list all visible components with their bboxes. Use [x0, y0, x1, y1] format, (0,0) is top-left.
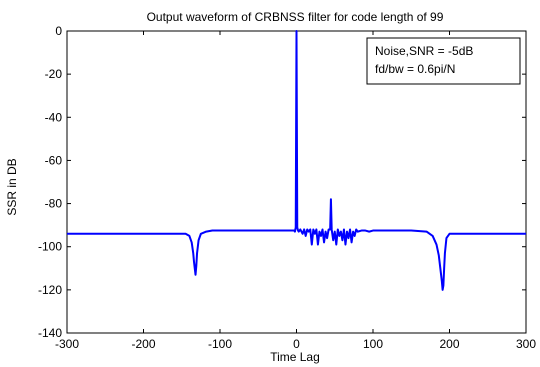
y-tick-label: -60: [45, 153, 63, 167]
legend-box: [366, 37, 521, 85]
x-tick-label: -100: [208, 337, 232, 351]
y-tick-label: -80: [45, 197, 63, 211]
x-tick-label: -300: [55, 337, 79, 351]
series-line-1: [67, 30, 526, 291]
y-tick-label: 0: [55, 24, 62, 38]
axis-ticks: -300 -200 -100 0 100 200 300-140-120-100-80-60…: [38, 24, 536, 351]
y-tick-label: -120: [38, 283, 62, 297]
y-tick-label: -20: [45, 67, 63, 81]
y-tick-label: -100: [38, 240, 62, 254]
legend: Noise,SNR = -5dB fd/bw = 0.6pi/N: [366, 37, 521, 85]
legend-text-fd-bw: fd/bw = 0.6pi/N: [375, 62, 455, 76]
x-tick-label: 100: [363, 337, 383, 351]
x-tick-label: -200: [131, 337, 155, 351]
chart-title: Output waveform of CRBNSS filter for cod…: [147, 10, 444, 24]
legend-text-snr: Noise,SNR = -5dB: [375, 44, 473, 58]
x-axis-label: Time Lag: [270, 350, 320, 364]
x-tick-label: 300: [516, 337, 536, 351]
x-tick-label: 200: [439, 337, 459, 351]
y-tick-label: -140: [38, 326, 62, 340]
y-tick-label: -40: [45, 110, 63, 124]
x-tick-label: 0: [293, 337, 300, 351]
series-layer: [67, 30, 526, 291]
y-axis-label: SSR in DB: [5, 158, 19, 215]
